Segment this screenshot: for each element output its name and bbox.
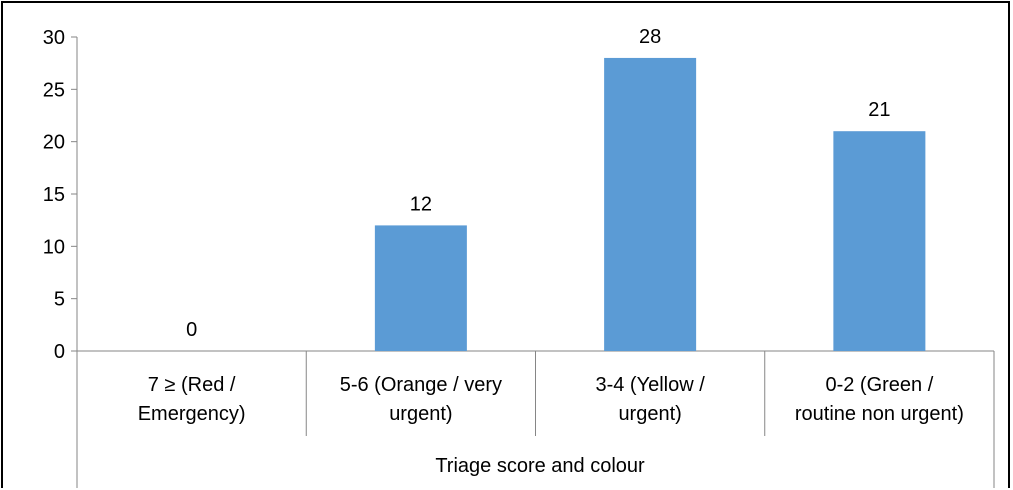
category-label: 5-6 (Orange / very urgent) [340, 374, 502, 425]
data-label: 0 [186, 319, 197, 341]
category-labels: 7 ≥ (Red / Emergency) 5-6 (Orange / very ur… [138, 374, 964, 425]
bar [833, 131, 926, 351]
category-label: 3-4 (Yellow / urgent) [595, 374, 705, 425]
y-tick-label: 25 [43, 79, 65, 101]
y-tick-label: 30 [43, 27, 65, 49]
bar [604, 57, 697, 351]
bars [374, 57, 926, 351]
data-label: 28 [639, 26, 661, 48]
y-tick-label: 0 [54, 341, 65, 363]
bar [374, 225, 467, 351]
category-label: 0-2 (Green / routine non urgent) [795, 374, 964, 425]
x-axis-title: Triage score and colour [435, 455, 645, 477]
category-label: 7 ≥ (Red / Emergency) [138, 374, 246, 425]
data-labels: 0 12 28 21 [186, 26, 890, 341]
y-tick-label: 10 [43, 236, 65, 258]
data-label: 12 [410, 193, 432, 215]
y-axis: 0 5 10 15 20 25 30 [43, 27, 78, 363]
y-tick-label: 15 [43, 184, 65, 206]
y-tick-label: 5 [54, 289, 65, 311]
data-label: 21 [868, 99, 890, 121]
y-tick-label: 20 [43, 132, 65, 154]
